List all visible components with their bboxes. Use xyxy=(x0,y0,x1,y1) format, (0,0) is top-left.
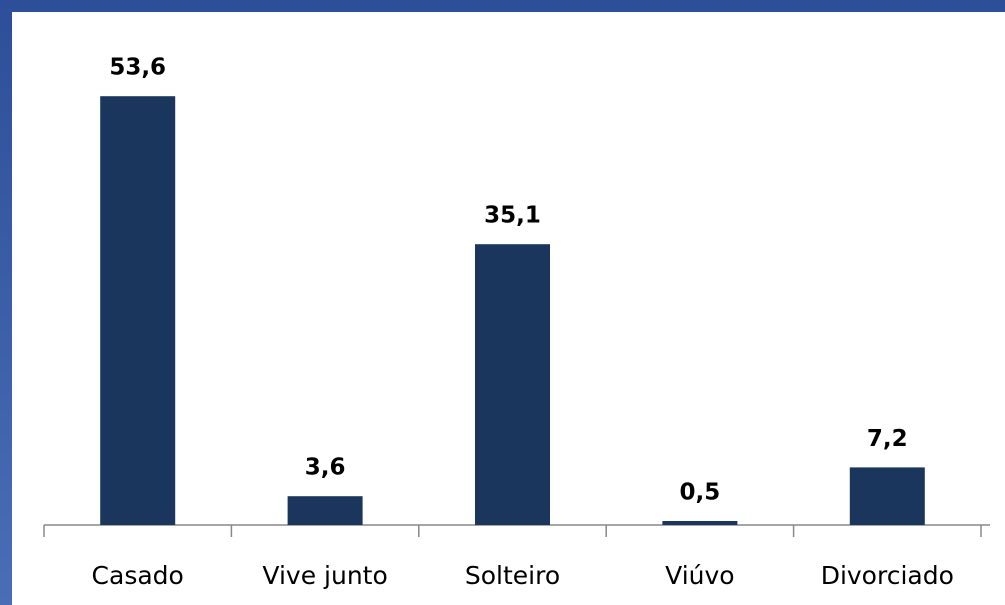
value-label: 35,1 xyxy=(484,203,541,229)
value-label: 7,2 xyxy=(867,426,908,452)
x-tick-label: Viúvo xyxy=(665,561,734,590)
bar xyxy=(662,521,738,525)
value-label: 3,6 xyxy=(305,455,346,481)
chart: Casado 53,6 Vive junto 3,6 Solteiro 35,1 Viúvo… xyxy=(12,12,1005,605)
x-tick-label: Solteiro xyxy=(465,561,560,590)
bar xyxy=(100,96,176,525)
x-tick-label: Vive junto xyxy=(262,561,387,590)
bar xyxy=(849,467,925,525)
x-tick-label: Casado xyxy=(92,561,184,590)
value-label: 53,6 xyxy=(109,55,166,81)
value-label: 0,5 xyxy=(680,480,721,506)
x-tick-label: Divorciado xyxy=(821,561,954,590)
bar xyxy=(475,244,550,525)
bar xyxy=(287,496,363,525)
